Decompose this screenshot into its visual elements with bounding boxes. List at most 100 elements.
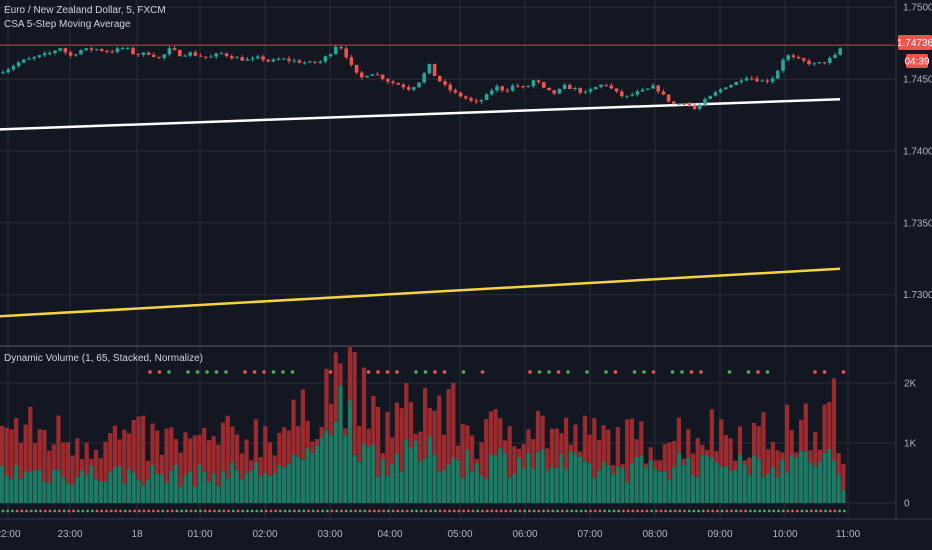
volume-bar-sell[interactable] xyxy=(620,464,625,469)
candle-body[interactable] xyxy=(531,80,536,87)
volume-bar-sell[interactable] xyxy=(643,463,649,468)
candle-body[interactable] xyxy=(157,56,161,58)
candle-body[interactable] xyxy=(27,58,31,60)
candle-body[interactable] xyxy=(406,87,411,90)
volume-bar-sell[interactable] xyxy=(338,363,343,386)
volume-bar-sell[interactable] xyxy=(775,450,780,478)
candle-body[interactable] xyxy=(302,62,307,64)
volume-bar-sell[interactable] xyxy=(159,454,164,475)
candle-body[interactable] xyxy=(183,55,187,57)
volume-bar-sell[interactable] xyxy=(493,409,498,456)
volume-bar-buy[interactable] xyxy=(531,469,536,503)
candle-body[interactable] xyxy=(146,52,151,55)
volume-bar-sell[interactable] xyxy=(145,460,150,480)
candle-body[interactable] xyxy=(651,85,655,89)
candle-body[interactable] xyxy=(687,103,692,106)
volume-bar-sell[interactable] xyxy=(32,443,38,471)
volume-bar-sell[interactable] xyxy=(14,418,19,466)
candle-body[interactable] xyxy=(48,52,52,54)
volume-bar-buy[interactable] xyxy=(51,469,56,503)
volume-bar-buy[interactable] xyxy=(634,457,639,503)
volume-bar-buy[interactable] xyxy=(479,475,484,503)
volume-bar-buy[interactable] xyxy=(578,456,583,503)
volume-bar-sell[interactable] xyxy=(841,464,846,491)
volume-bar-buy[interactable] xyxy=(474,463,479,503)
volume-bar-buy[interactable] xyxy=(592,477,597,503)
volume-bar-buy[interactable] xyxy=(361,443,367,503)
volume-bar-buy[interactable] xyxy=(75,476,80,503)
volume-bar-sell[interactable] xyxy=(352,352,357,455)
candle-body[interactable] xyxy=(68,52,73,56)
volume-bar-sell[interactable] xyxy=(244,439,249,475)
volume-bar-sell[interactable] xyxy=(526,429,531,454)
candle-body[interactable] xyxy=(365,75,369,78)
volume-bar-sell[interactable] xyxy=(56,415,61,470)
volume-bar-sell[interactable] xyxy=(592,418,597,478)
volume-bar-sell[interactable] xyxy=(267,442,273,476)
candle-body[interactable] xyxy=(245,59,250,61)
volume-bar-buy[interactable] xyxy=(390,464,395,503)
candle-body[interactable] xyxy=(74,54,78,56)
volume-bar-buy[interactable] xyxy=(347,400,352,503)
candle-body[interactable] xyxy=(136,54,140,56)
volume-bar-sell[interactable] xyxy=(141,415,146,486)
volume-bar-buy[interactable] xyxy=(376,476,381,503)
volume-bar-sell[interactable] xyxy=(690,453,696,476)
candle-body[interactable] xyxy=(427,63,432,74)
volume-bar-buy[interactable] xyxy=(770,467,775,503)
volume-bar-sell[interactable] xyxy=(230,426,235,463)
volume-bar-sell[interactable] xyxy=(648,447,653,461)
volume-bar-sell[interactable] xyxy=(686,429,691,458)
volume-bar-buy[interactable] xyxy=(338,385,343,503)
volume-bar-buy[interactable] xyxy=(799,450,804,503)
candle-body[interactable] xyxy=(417,82,421,88)
candle-body[interactable] xyxy=(562,84,567,89)
candle-body[interactable] xyxy=(646,88,650,90)
volume-bar-buy[interactable] xyxy=(752,454,757,503)
volume-bar-buy[interactable] xyxy=(211,473,216,503)
volume-bar-sell[interactable] xyxy=(831,378,837,461)
volume-bar-buy[interactable] xyxy=(122,483,127,503)
candle-body[interactable] xyxy=(739,80,744,83)
time-axis[interactable]: 22:00 23:00 18 01:00 02:00 03:00 04:00 05:00 06:… xyxy=(0,529,861,540)
volume-bar-sell[interactable] xyxy=(822,404,827,453)
volume-bar-sell[interactable] xyxy=(329,403,334,436)
volume-bar-sell[interactable] xyxy=(625,419,630,483)
candle-body[interactable] xyxy=(318,61,322,63)
volume-bar-buy[interactable] xyxy=(549,466,555,503)
volume-bar-sell[interactable] xyxy=(390,437,395,465)
volume-bar-sell[interactable] xyxy=(126,433,132,469)
volume-bar-sell[interactable] xyxy=(413,433,418,441)
volume-bar-sell[interactable] xyxy=(178,452,183,487)
volume-bar-buy[interactable] xyxy=(413,440,418,503)
candle-body[interactable] xyxy=(256,56,260,59)
volume-bar-sell[interactable] xyxy=(611,465,616,475)
volume-bar-buy[interactable] xyxy=(629,463,634,503)
volume-bar-buy[interactable] xyxy=(112,467,117,503)
candle-body[interactable] xyxy=(235,57,239,59)
volume-bar-buy[interactable] xyxy=(216,485,221,503)
candle-body[interactable] xyxy=(42,53,47,56)
candle-body[interactable] xyxy=(521,86,525,88)
volume-bar-sell[interactable] xyxy=(225,415,230,479)
volume-bar-buy[interactable] xyxy=(136,479,141,503)
candle-body[interactable] xyxy=(386,78,390,82)
candle-body[interactable] xyxy=(453,90,458,93)
candle-body[interactable] xyxy=(79,50,83,55)
candle-body[interactable] xyxy=(16,62,21,67)
candle-body[interactable] xyxy=(479,100,484,102)
volume-bar-sell[interactable] xyxy=(803,403,808,452)
volume-bar-sell[interactable] xyxy=(681,458,686,465)
candle-body[interactable] xyxy=(505,90,510,92)
volume-bar-sell[interactable] xyxy=(103,441,108,482)
volume-bar-buy[interactable] xyxy=(0,465,5,503)
volume-bar-sell[interactable] xyxy=(545,448,550,471)
volume-bar-sell[interactable] xyxy=(761,412,766,478)
candle-body[interactable] xyxy=(422,73,426,83)
volume-bar-sell[interactable] xyxy=(695,438,700,478)
candle-body[interactable] xyxy=(391,81,395,84)
candle-body[interactable] xyxy=(282,58,286,60)
volume-bar-buy[interactable] xyxy=(587,463,592,503)
volume-bar-sell[interactable] xyxy=(70,455,75,485)
candle-body[interactable] xyxy=(724,87,728,90)
